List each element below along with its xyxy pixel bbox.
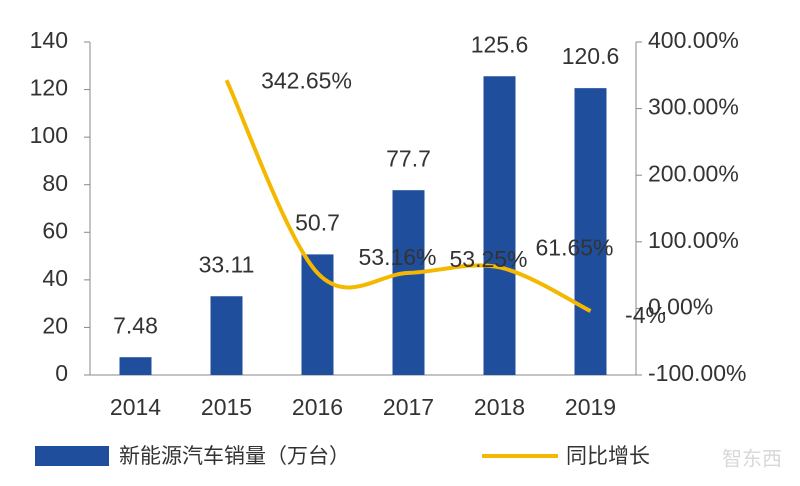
legend-label: 同比增长 bbox=[566, 444, 650, 468]
line-value-label: 53.25% bbox=[449, 246, 527, 272]
watermark: 智东西 bbox=[722, 447, 782, 471]
y2-tick-label: -100.00% bbox=[648, 360, 746, 386]
legend-label: 新能源汽车销量（万台） bbox=[119, 444, 350, 468]
y-tick-label: 80 bbox=[42, 170, 68, 196]
y-tick-label: 120 bbox=[30, 75, 68, 101]
line-value-label: 342.65% bbox=[261, 67, 352, 93]
x-tick-label: 2018 bbox=[474, 394, 525, 420]
line-value-label: 53.16% bbox=[358, 244, 436, 270]
y-tick-label: 20 bbox=[42, 313, 68, 339]
x-tick-label: 2016 bbox=[292, 394, 343, 420]
x-tick-label: 2019 bbox=[565, 394, 616, 420]
line-value-label: -4% bbox=[625, 302, 666, 328]
bar bbox=[210, 296, 243, 375]
bar bbox=[574, 88, 607, 375]
line-value-label: 61.65% bbox=[535, 234, 613, 260]
bar-value-label: 7.48 bbox=[113, 312, 158, 338]
legend-swatch bbox=[35, 446, 109, 466]
bar-value-label: 33.11 bbox=[199, 251, 255, 277]
y-tick-label: 0 bbox=[55, 360, 68, 386]
bar-value-label: 120.6 bbox=[562, 43, 620, 69]
bar bbox=[483, 76, 516, 375]
y2-tick-label: 400.00% bbox=[648, 27, 739, 53]
bar bbox=[119, 357, 152, 375]
bar-value-label: 77.7 bbox=[386, 145, 431, 171]
y2-tick-label: 200.00% bbox=[648, 160, 739, 186]
y-tick-label: 100 bbox=[30, 122, 68, 148]
bar bbox=[392, 190, 425, 375]
x-tick-label: 2017 bbox=[383, 394, 434, 420]
y2-tick-label: 300.00% bbox=[648, 94, 739, 120]
y-tick-label: 40 bbox=[42, 265, 68, 291]
bar-value-label: 125.6 bbox=[471, 31, 529, 57]
x-tick-label: 2014 bbox=[110, 394, 161, 420]
y-tick-label: 60 bbox=[42, 217, 68, 243]
y-tick-label: 140 bbox=[30, 27, 68, 53]
x-tick-label: 2015 bbox=[201, 394, 252, 420]
y2-tick-label: 100.00% bbox=[648, 227, 739, 253]
line bbox=[224, 79, 592, 313]
bar-value-label: 50.7 bbox=[295, 209, 340, 235]
y2-tick-label: 0.00% bbox=[648, 293, 713, 319]
